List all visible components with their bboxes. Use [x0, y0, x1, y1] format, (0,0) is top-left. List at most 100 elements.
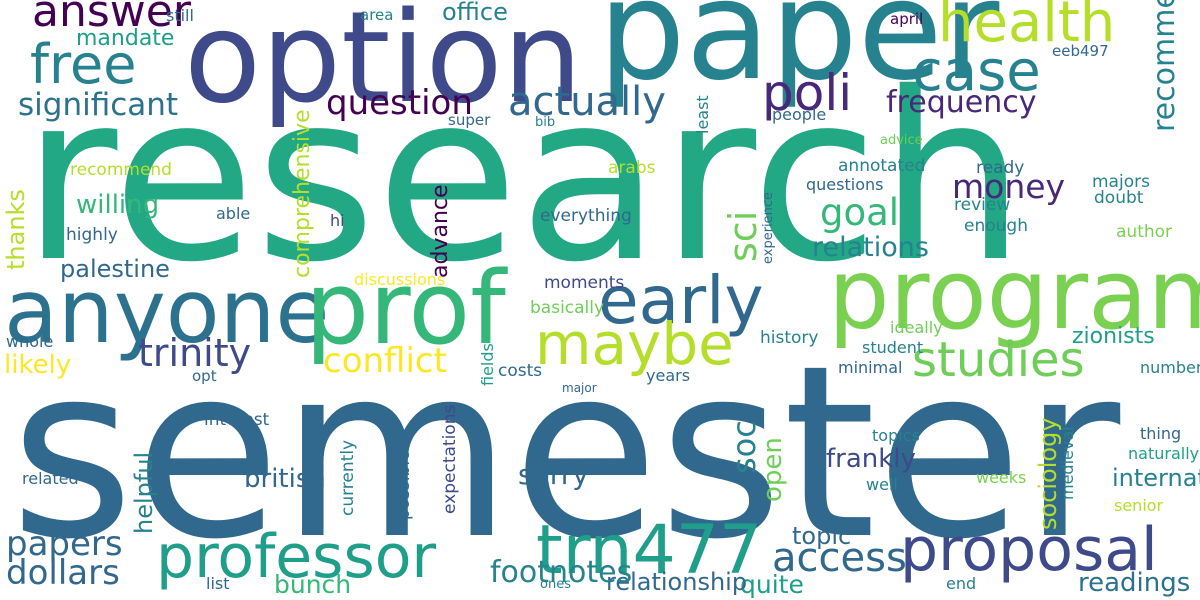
word-free: free [30, 33, 137, 96]
word-significant: significant [18, 87, 179, 123]
word-dollars: soc [725, 420, 763, 474]
word-mandate: relationship [606, 568, 748, 596]
word-trn477: trn477 [536, 511, 763, 590]
word-minimal: review [954, 195, 1011, 215]
word-highly: international [1112, 464, 1200, 492]
word-moments: advance [428, 184, 453, 278]
word-major: end [946, 574, 977, 593]
word-advance: advice [880, 133, 923, 148]
word-majors: everything [540, 206, 632, 226]
word-access: access [772, 535, 907, 581]
word-actually: actually [508, 79, 666, 125]
word-willing: papers [6, 524, 123, 564]
word-prof: prof [305, 249, 506, 367]
word-well: student [862, 338, 924, 357]
word-soc: april [890, 10, 924, 28]
word-eeb497: naturally [1128, 444, 1200, 463]
word-health: health [938, 0, 1116, 55]
word-advice: ones [540, 577, 571, 592]
word-review: able [216, 204, 251, 223]
word-arabs: mandate [76, 26, 175, 51]
word-ideally: arabs [608, 158, 656, 178]
word-research: research [22, 43, 1026, 313]
word-author: discussions [354, 270, 446, 289]
word-opt: author [1116, 222, 1173, 242]
word-medieval: medieval [1058, 426, 1077, 500]
word-studies: studies [912, 332, 1085, 388]
word-basically: thanks [2, 189, 30, 270]
word-annotated: recommend [70, 160, 172, 180]
word-sci: area [360, 6, 394, 24]
word-costs: majors [1092, 172, 1150, 192]
word-maybe: maybe [535, 310, 734, 378]
word-case: case [912, 39, 1041, 104]
word-questions: highly [66, 225, 118, 245]
word-april: thing [1140, 424, 1182, 443]
word-senior: years [646, 366, 691, 385]
word-recommend: zionists [1072, 324, 1155, 349]
word-early: early [598, 262, 764, 339]
word-footnotes: quite [740, 570, 804, 599]
word-option: option [184, 0, 583, 131]
word-relationship: comprehensive [290, 109, 315, 278]
word-office: topic [792, 522, 852, 550]
word-conflict: conflict [323, 341, 447, 381]
word-question: question [326, 83, 473, 123]
word-open: super [448, 111, 491, 129]
word-topics: history [760, 328, 819, 348]
word-sorry: sci [721, 210, 765, 262]
word-papers: recommendations [1147, 0, 1182, 132]
word-readings: likely [4, 350, 72, 380]
word-thing: number [1140, 358, 1200, 377]
word-still: well [866, 475, 898, 494]
word-zionists: palestine [60, 255, 170, 283]
word-trinity: trinity [138, 331, 252, 375]
word-people: list [206, 574, 230, 593]
word-poli: poli [762, 64, 853, 122]
word-years: doubt [1094, 188, 1144, 208]
word-whole: enough [964, 216, 1028, 236]
word-discussions: office [442, 0, 508, 26]
word-goal: goal [820, 191, 900, 234]
word-able: british [244, 464, 326, 494]
word-thanks: major [562, 381, 597, 395]
word-experience: experience [761, 191, 776, 264]
word-weeks: minimal [838, 358, 903, 377]
word-british: readings [1078, 568, 1191, 598]
word-sociology: eeb497 [1052, 42, 1109, 60]
word-palestine: sociology [1034, 417, 1062, 530]
word-fields: fields [478, 343, 497, 386]
word-answer: answer [32, 0, 191, 37]
word-recommendations: still [166, 6, 194, 25]
word-super: senior [1114, 496, 1164, 515]
word-area: weeks [976, 468, 1027, 487]
word-proposal: proposal [900, 515, 1158, 585]
word-bunch: willing [76, 190, 160, 220]
word-money: money [952, 167, 1066, 206]
word-anyone: anyone [4, 260, 330, 363]
word-interest: ideally [890, 318, 943, 337]
word-likely: dollars [6, 553, 120, 593]
word-naturally: costs [498, 361, 543, 381]
word-everything: helpful [130, 451, 158, 534]
word-bib: related [22, 469, 79, 488]
word-hi: footnotes [490, 555, 633, 590]
word-frequency: frequency [886, 85, 1037, 120]
word-currently: currently [338, 439, 358, 516]
word-least: least [693, 95, 712, 134]
word-ones: interest [204, 410, 270, 430]
word-enough: basically [530, 298, 605, 318]
word-history: annotated [838, 156, 926, 176]
word-related: whole [6, 332, 54, 351]
word-doubt: moments [544, 273, 625, 293]
word-professor: professor [156, 522, 437, 592]
word-number: ready [976, 158, 1025, 178]
word-expectations: expectations [440, 404, 460, 514]
word-helpful: people [772, 105, 827, 124]
word-program: program [828, 238, 1200, 351]
word-relations: sorry [518, 458, 589, 491]
word-paper: paper [598, 0, 1000, 111]
word-possible: possible [394, 450, 414, 520]
word-frankly: relations [812, 232, 929, 263]
